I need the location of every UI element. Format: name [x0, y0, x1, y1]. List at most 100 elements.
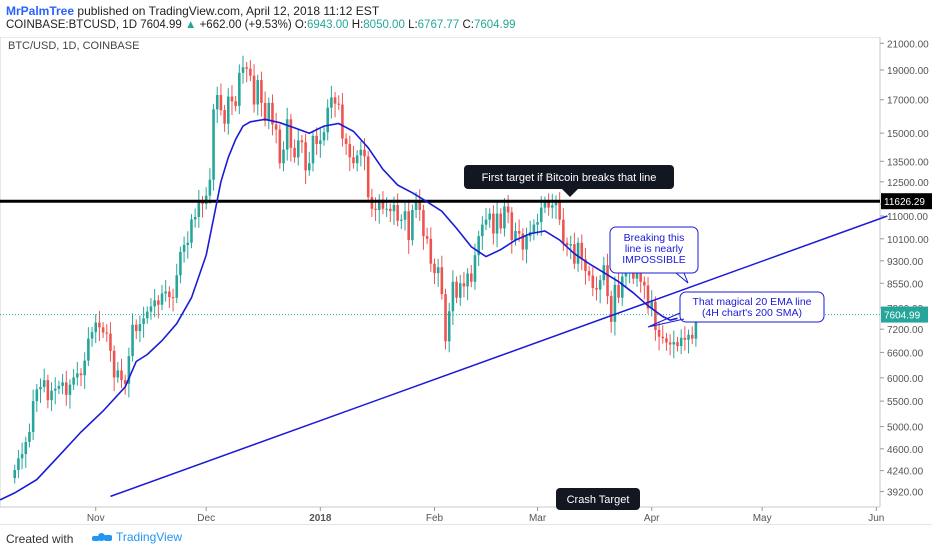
ohlc-line: COINBASE:BTCUSD, 1D 7604.99 ▲ +662.00 (+… [6, 19, 516, 31]
candle [271, 102, 274, 125]
candle [171, 297, 175, 299]
candle [503, 206, 506, 229]
candle [551, 205, 554, 208]
x-tick-label: Feb [426, 513, 444, 524]
candle [260, 80, 263, 103]
candle [407, 211, 410, 241]
candle [330, 97, 333, 108]
candle [385, 208, 388, 210]
candle [694, 314, 698, 339]
candle [226, 96, 230, 124]
candle [149, 306, 153, 312]
candle [24, 441, 28, 455]
candle [98, 322, 101, 328]
candle [613, 284, 617, 322]
candle [223, 110, 226, 124]
candle [241, 67, 245, 73]
candle [138, 324, 142, 332]
candle [120, 370, 123, 381]
candle [470, 273, 473, 282]
candle [274, 124, 278, 130]
candle [690, 334, 694, 339]
symbol-line: COINBASE:BTCUSD, 1D [6, 19, 137, 31]
candle [212, 109, 215, 180]
candle [42, 380, 46, 387]
candle [451, 281, 455, 312]
first-target-text: First target if Bitcoin breaks that line [482, 172, 657, 184]
impossible-text-line: line is nearly [625, 243, 684, 255]
chart-area[interactable]: 3920.00 4240.00 4600.00 5000.00 5500.00 6000.… [0, 36, 932, 524]
candle [131, 324, 134, 357]
candle [532, 224, 536, 233]
candle [492, 213, 495, 234]
y-tick-label: 4600.00 [887, 445, 924, 456]
y-tick-label: 11000.00 [887, 212, 928, 223]
candle [157, 300, 160, 305]
author-link[interactable]: MrPalmTree [6, 4, 75, 18]
candle [400, 219, 403, 221]
y-tick-label: 4240.00 [887, 467, 924, 478]
impossible-text-line: Breaking this [624, 232, 685, 244]
x-tick-label: 2018 [309, 513, 332, 524]
candle [182, 244, 186, 252]
candle [83, 360, 86, 376]
candle [197, 201, 201, 217]
y-tick-label: 3920.00 [887, 488, 924, 499]
candle [296, 140, 300, 158]
candle [411, 209, 414, 241]
candle [683, 337, 687, 340]
candle [31, 401, 35, 432]
x-tick-label: May [753, 513, 772, 524]
candle [311, 135, 315, 164]
candle [179, 251, 182, 276]
x-tick-label: Apr [644, 513, 660, 524]
candle [514, 230, 517, 241]
candle [455, 281, 458, 298]
candle [263, 102, 267, 121]
first-target-pointer [562, 189, 578, 197]
candle [134, 324, 138, 332]
candle [333, 97, 337, 104]
candle [153, 300, 156, 307]
candle [429, 238, 433, 264]
candle [539, 207, 543, 223]
resistance-price-tag [881, 193, 932, 210]
y-tick-label: 8550.00 [887, 279, 924, 290]
price-chart[interactable]: 3920.00 4240.00 4600.00 5000.00 5500.00 6000.… [0, 36, 932, 524]
candle [650, 301, 654, 309]
candle [517, 230, 521, 234]
candle [39, 386, 42, 390]
resistance-price-label: 11626.29 [884, 197, 925, 208]
open-label: O: [294, 19, 307, 31]
candle [558, 200, 561, 220]
candle [285, 119, 289, 150]
candle [668, 342, 672, 345]
candle [53, 388, 57, 391]
chart-header: MrPalmTree published on TradingView.com,… [0, 0, 932, 40]
candle [175, 275, 179, 298]
candle [267, 102, 271, 121]
candle [116, 370, 120, 378]
impossible-text-line: IMPOSSIBLE [622, 254, 686, 266]
ema20-line [0, 118, 678, 501]
candle [370, 197, 374, 209]
candle [193, 216, 197, 220]
candle [57, 386, 61, 389]
tradingview-brand[interactable]: TradingView [92, 530, 182, 544]
impossible-pointer [674, 272, 689, 284]
candle [105, 332, 109, 334]
tradingview-logo-icon [92, 531, 112, 543]
candle [543, 201, 547, 208]
last-price-label: 7604.99 [884, 311, 921, 322]
candle [168, 291, 171, 298]
crash-target-callout [556, 488, 640, 510]
candle [521, 233, 525, 250]
footer: Created with TradingView [0, 524, 932, 551]
candle [348, 144, 352, 158]
candle [245, 67, 248, 69]
crash-target-text: Crash Target [567, 494, 630, 506]
candle [282, 149, 285, 164]
close-value: 7604.99 [473, 19, 516, 31]
x-tick-label: Dec [197, 513, 215, 524]
candle [595, 288, 598, 290]
